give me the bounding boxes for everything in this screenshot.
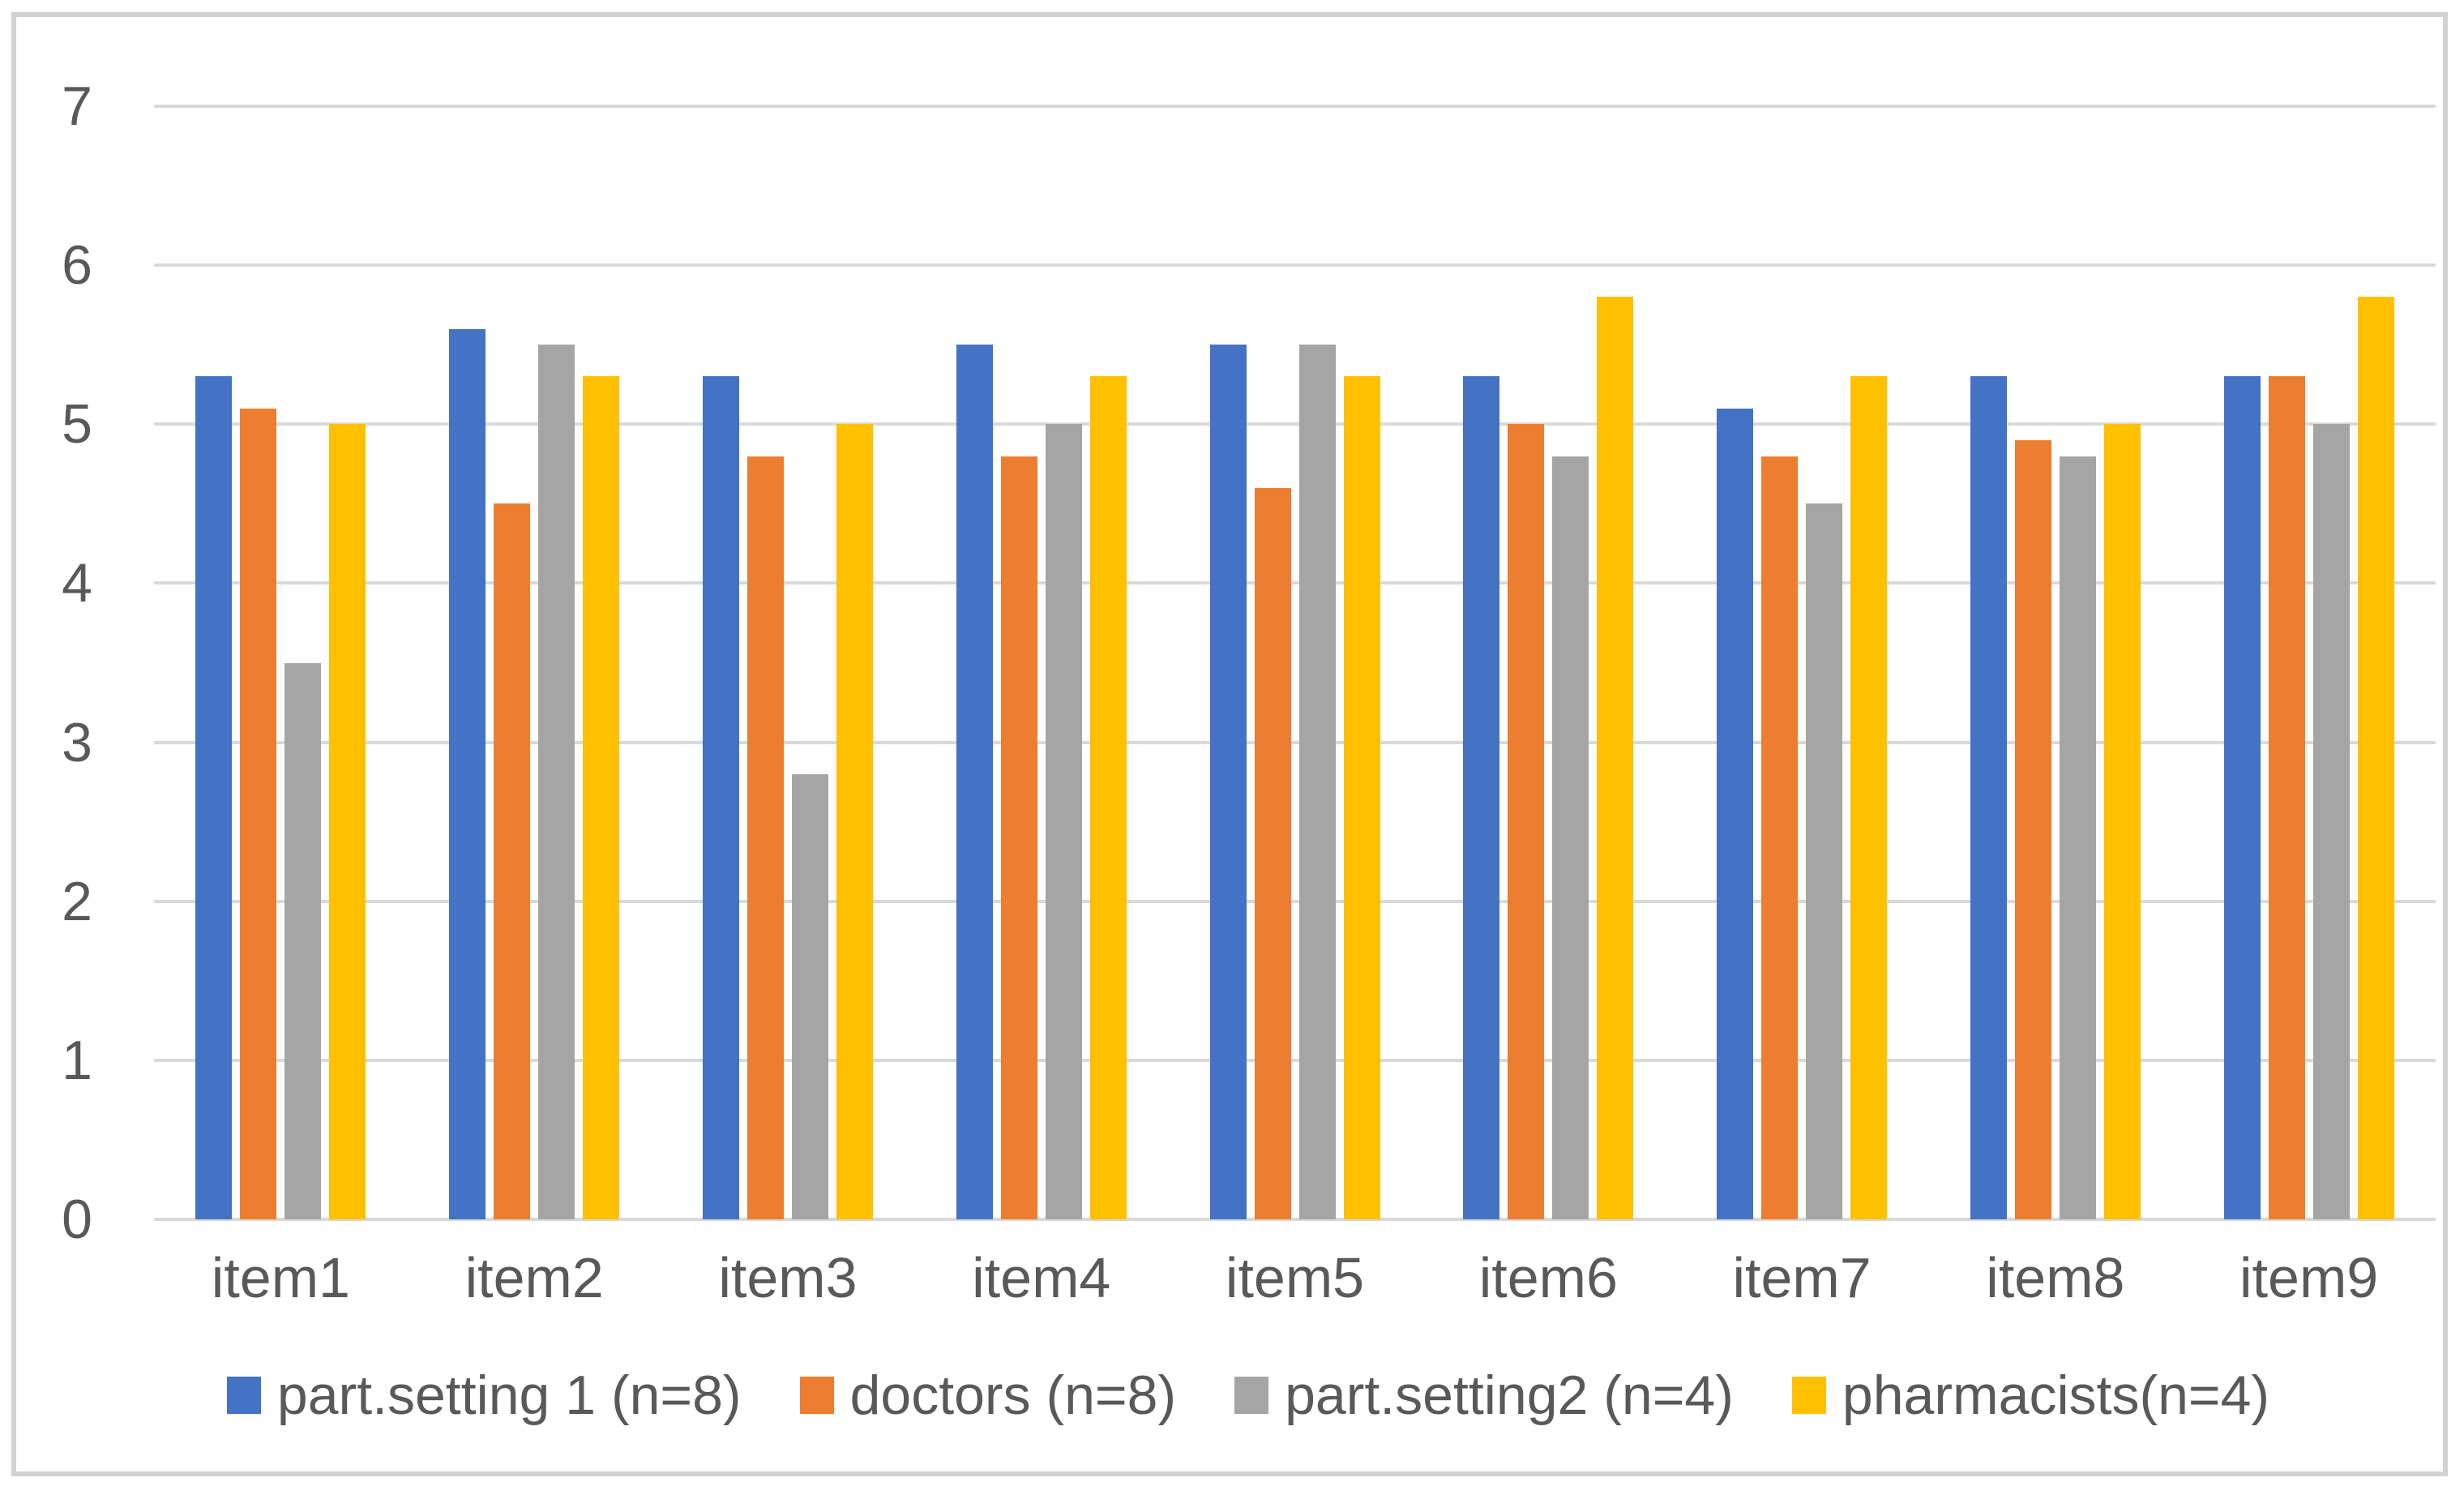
x-axis-label-item1: item1	[211, 1246, 350, 1309]
y-axis-label-3: 3	[62, 711, 92, 773]
bar-item7-doctors-n-8	[1761, 456, 1799, 1219]
y-axis-label-2: 2	[62, 870, 92, 932]
bar-item6-part-setting2-n-4	[1552, 456, 1589, 1219]
bar-item9-doctors-n-8	[2268, 376, 2305, 1219]
bar-item6-pharmacists-n-4	[1597, 297, 1634, 1219]
legend-item-doctors-n-8: doctors (n=8)	[799, 1364, 1177, 1426]
legend-item-part-setting2-n-4: part.setting2 (n=4)	[1234, 1368, 1734, 1423]
gridline-2	[154, 899, 2436, 903]
bar-item5-doctors-n-8	[1254, 487, 1291, 1219]
y-axis-label-7: 7	[62, 75, 92, 137]
bar-item3-part-setting-1-n-8	[702, 376, 739, 1219]
bar-item2-part-setting2-n-4	[538, 345, 575, 1219]
bar-item7-part-setting2-n-4	[1806, 503, 1843, 1219]
bar-item7-pharmacists-n-4	[1850, 376, 1888, 1219]
gridline-5	[154, 422, 2436, 426]
bar-item3-doctors-n-8	[746, 456, 784, 1219]
bar-item4-pharmacists-n-4	[1089, 376, 1127, 1219]
y-axis-label-5: 5	[62, 393, 92, 456]
bar-item1-part-setting2-n-4	[284, 662, 322, 1219]
legend: part.setting 1 (n=8) doctors (n=8) part.se…	[16, 1351, 2464, 1440]
legend-swatch-icon	[1791, 1377, 1826, 1414]
bar-item1-part-setting-1-n-8	[195, 376, 233, 1219]
bar-item2-pharmacists-n-4	[583, 376, 620, 1219]
bar-group-item3	[661, 106, 915, 1219]
x-axis-label-item5: item5	[1225, 1246, 1365, 1309]
bar-item4-part-setting2-n-4	[1045, 424, 1082, 1219]
bar-item9-part-setting2-n-4	[2312, 424, 2350, 1219]
bar-group-item5	[1168, 106, 1422, 1219]
x-axis-label-item4: item4	[972, 1246, 1111, 1309]
bar-item9-pharmacists-n-4	[2357, 297, 2394, 1219]
bar-group-item6	[1422, 106, 1675, 1219]
bar-item8-doctors-n-8	[2014, 439, 2051, 1219]
x-axis-label-item7: item7	[1732, 1246, 1872, 1309]
bar-item6-part-setting-1-n-8	[1463, 376, 1500, 1219]
plot-groups	[154, 106, 2436, 1219]
bar-group-item8	[1928, 106, 2182, 1219]
legend-swatch-icon	[799, 1377, 834, 1414]
bar-item2-doctors-n-8	[494, 503, 531, 1219]
y-axis-label-0: 0	[62, 1189, 92, 1250]
bar-item9-part-setting-1-n-8	[2223, 376, 2261, 1219]
bar-item7-part-setting-1-n-8	[1717, 408, 1754, 1219]
x-axis-label-item9: item9	[2239, 1246, 2379, 1309]
legend-label: doctors (n=8)	[849, 1364, 1177, 1426]
legend-label: part.setting 1 (n=8)	[276, 1364, 742, 1426]
bar-item1-doctors-n-8	[240, 408, 277, 1219]
gridline-4	[154, 581, 2436, 585]
plot-area	[154, 105, 2436, 1221]
y-axis-label-4: 4	[62, 552, 92, 615]
bar-item2-part-setting-1-n-8	[449, 328, 486, 1219]
bar-group-item9	[2182, 106, 2436, 1219]
y-axis-label-1: 1	[62, 1029, 92, 1091]
x-axis: item1 item2 item3 item4 item5 item6 item7 item8…	[154, 1237, 2436, 1318]
bar-item3-pharmacists-n-4	[836, 424, 873, 1219]
legend-item-part-setting-1-n-8: part.setting 1 (n=8)	[226, 1364, 742, 1426]
gridline-1	[154, 1058, 2436, 1062]
bar-item8-part-setting2-n-4	[2059, 456, 2096, 1219]
bar-item5-part-setting-1-n-8	[1209, 345, 1247, 1219]
bar-group-item2	[408, 106, 661, 1219]
bar-item4-doctors-n-8	[1000, 456, 1037, 1219]
bar-item1-pharmacists-n-4	[329, 424, 366, 1219]
bar-item5-part-setting2-n-4	[1298, 345, 1336, 1219]
bar-item5-pharmacists-n-4	[1343, 376, 1380, 1219]
x-axis-label-item3: item3	[718, 1246, 858, 1309]
legend-label: pharmacists(n=4)	[1842, 1364, 2270, 1426]
bar-group-item7	[1675, 106, 1929, 1219]
legend-label: part.setting2 (n=4)	[1285, 1364, 1734, 1426]
x-axis-label-item8: item8	[1986, 1246, 2125, 1309]
bar-item8-pharmacists-n-4	[2103, 424, 2141, 1219]
legend-item-pharmacists-n-4: pharmacists(n=4)	[1791, 1364, 2270, 1426]
y-axis-label-6: 6	[62, 234, 92, 297]
gridline-7	[154, 105, 2436, 108]
bar-item3-part-setting2-n-4	[791, 773, 828, 1219]
legend-swatch-icon	[1234, 1377, 1269, 1414]
x-axis-label-item2: item2	[464, 1246, 604, 1309]
gridline-3	[154, 740, 2436, 744]
bar-item6-doctors-n-8	[1508, 424, 1545, 1219]
bar-group-item4	[914, 106, 1168, 1219]
gridline-0	[154, 1218, 2436, 1221]
bar-item4-part-setting-1-n-8	[956, 345, 993, 1219]
legend-swatch-icon	[226, 1377, 261, 1414]
x-axis-label-item6: item6	[1478, 1246, 1618, 1309]
gridline-6	[154, 263, 2436, 268]
bar-item8-part-setting-1-n-8	[1970, 376, 2007, 1219]
bar-group-item1	[154, 106, 408, 1219]
